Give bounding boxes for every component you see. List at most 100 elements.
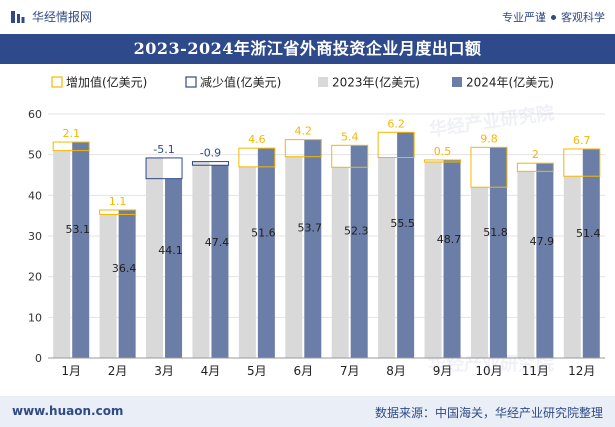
change-label: 5.4: [341, 130, 359, 143]
bar-2023: [99, 214, 117, 358]
legend-label-y2023: 2023年(亿美元): [332, 75, 420, 90]
x-tick-label: 5月: [247, 364, 267, 378]
bar-2023: [146, 157, 164, 358]
change-label: 6.7: [573, 134, 591, 147]
top-header: 华经情报网 专业严谨 客观科学: [0, 0, 615, 34]
change-label: -5.1: [153, 143, 174, 156]
increase-box: [377, 131, 415, 159]
bar-2023: [238, 166, 256, 358]
x-tick-label: 3月: [154, 364, 174, 378]
value-label-2024: 48.7: [437, 233, 462, 246]
bar-2024: [397, 132, 415, 358]
value-label-2024: 51.4: [576, 227, 601, 240]
footer: www.huaon.com 数据来源：中国海关，华经产业研究院整理: [0, 396, 615, 427]
increase-box: [284, 139, 322, 158]
x-tick-label: 1月: [61, 364, 81, 378]
tagline-left: 专业严谨: [502, 11, 546, 24]
bar-2023: [331, 167, 349, 358]
increase-box: [516, 162, 554, 172]
brand: 华经情报网: [10, 8, 92, 25]
y-tick-label: 60: [28, 108, 42, 121]
increase-box: [99, 209, 137, 215]
bar-2023: [378, 157, 396, 358]
y-tick-label: 30: [28, 230, 42, 243]
change-label: 0.5: [434, 145, 452, 158]
change-label: 9.8: [480, 132, 498, 145]
increase-box: [52, 141, 90, 152]
x-tick-label: 12月: [568, 364, 595, 378]
value-label-2024: 53.1: [65, 223, 90, 236]
bar-2023: [424, 161, 442, 358]
brand-name: 华经情报网: [32, 10, 93, 24]
x-tick-label: 9月: [433, 364, 453, 378]
x-tick-label: 8月: [386, 364, 406, 378]
y-tick-label: 40: [28, 189, 42, 202]
value-label-2024: 44.1: [158, 244, 183, 257]
x-tick-label: 7月: [340, 364, 360, 378]
x-tick-label: 4月: [201, 364, 221, 378]
increase-box: [424, 159, 462, 163]
x-tick-label: 6月: [293, 364, 313, 378]
value-label-2024: 53.7: [298, 221, 323, 234]
change-label: 4.2: [295, 125, 313, 138]
change-label: -0.9: [200, 147, 221, 160]
increase-box: [331, 144, 369, 168]
increase-box: [470, 146, 508, 188]
value-label-2024: 47.9: [530, 235, 555, 248]
bar-2024: [582, 148, 600, 358]
bar-2023: [53, 150, 71, 358]
bar-2024: [350, 145, 368, 358]
bar-2024: [118, 209, 136, 358]
footer-source: 数据来源：中国海关，华经产业研究院整理: [374, 406, 603, 420]
legend-swatch-decrease: [185, 76, 197, 88]
legend-label-increase: 增加值(亿美元): [66, 75, 147, 90]
bar-2024: [72, 142, 90, 358]
tagline-right: 客观科学: [561, 11, 605, 24]
legend-swatch-increase: [51, 76, 63, 88]
bar-2024: [536, 163, 554, 358]
decrease-box: [191, 161, 229, 166]
legend-label-decrease: 减少值(亿美元): [200, 75, 281, 90]
tagline: 专业严谨 客观科学: [502, 9, 605, 25]
footer-url: www.huaon.com: [12, 404, 124, 418]
bar-2023: [563, 176, 581, 358]
legend-swatch-y2024: [452, 77, 462, 87]
bar-2024: [165, 178, 183, 358]
x-tick-label: 2月: [108, 364, 128, 378]
bar-2023: [192, 161, 210, 358]
tagline-dot-icon: [551, 15, 556, 20]
value-label-2024: 55.5: [390, 217, 415, 230]
change-label: 2.1: [62, 127, 80, 140]
y-tick-label: 0: [35, 352, 42, 365]
x-tick-label: 11月: [522, 364, 549, 378]
decrease-box: [145, 157, 183, 180]
brand-logo-icon: [11, 10, 25, 23]
bar-2023: [470, 187, 488, 358]
y-tick-label: 50: [28, 149, 42, 162]
value-label-2024: 51.6: [251, 226, 276, 239]
y-tick-label: 10: [28, 311, 42, 324]
chart-title: 2023-2024年浙江省外商投资企业月度出口额: [0, 34, 615, 64]
value-label-2024: 51.8: [483, 226, 508, 239]
bar-2024: [304, 139, 322, 358]
change-label: 4.6: [248, 133, 266, 146]
increase-box: [563, 148, 601, 177]
change-label: 6.2: [387, 117, 405, 130]
bar-2023: [517, 171, 535, 358]
x-tick-label: 10月: [475, 364, 502, 378]
bar-2023: [285, 156, 303, 358]
value-label-2024: 36.4: [112, 262, 137, 275]
bar-2024: [489, 147, 507, 358]
legend-swatch-y2023: [318, 77, 328, 87]
increase-box: [238, 147, 276, 168]
bar-2024: [257, 148, 275, 358]
value-label-2024: 47.4: [205, 236, 230, 249]
bar-2024: [443, 159, 461, 358]
legend-label-y2024: 2024年(亿美元): [466, 75, 554, 90]
change-label: 2: [532, 148, 539, 161]
y-tick-label: 20: [28, 271, 42, 284]
value-label-2024: 52.3: [344, 225, 369, 238]
change-label: 1.1: [109, 195, 127, 208]
bar-2024: [211, 165, 229, 358]
